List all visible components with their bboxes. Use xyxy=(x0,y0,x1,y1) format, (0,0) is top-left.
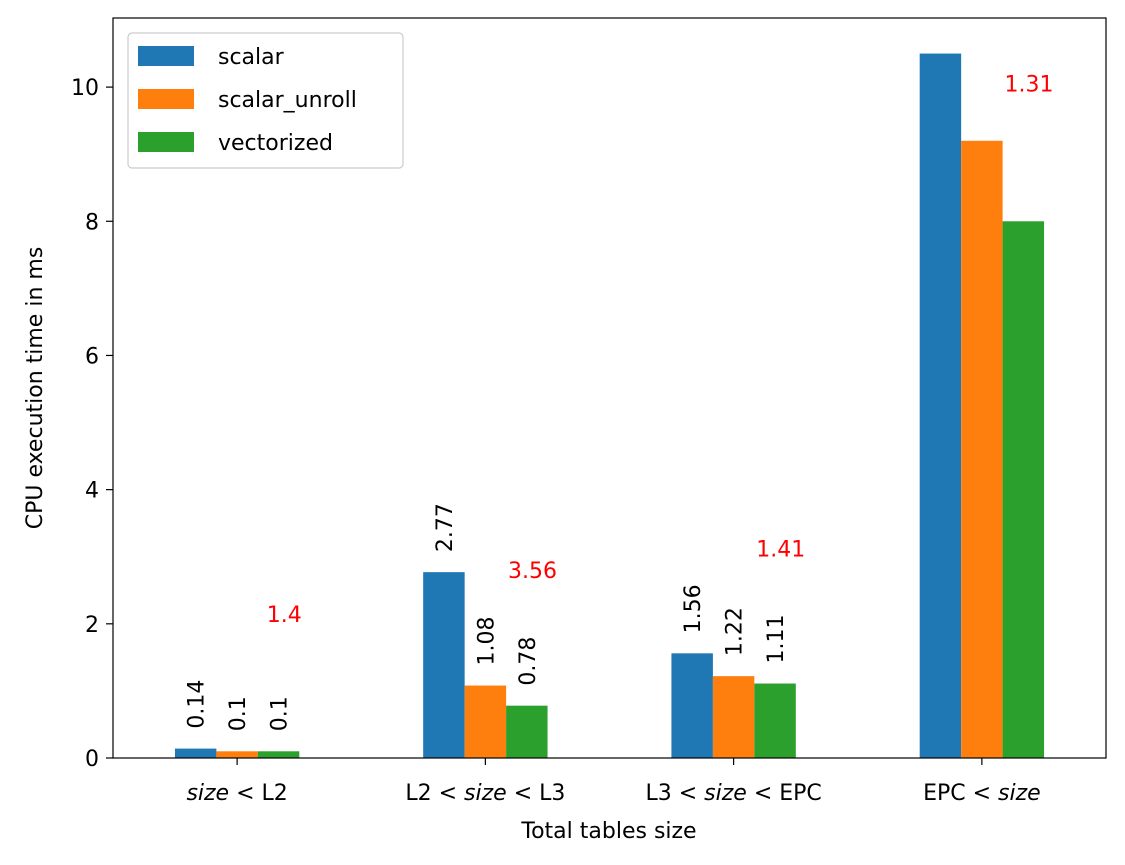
x-axis: size < L2 L2 < size < L3 L3 < size < EPC EP… xyxy=(186,758,1041,806)
legend-swatch-scalar xyxy=(138,46,194,66)
plot-frame xyxy=(112,17,1107,759)
bars-layer xyxy=(174,53,1045,759)
bar-value-label: 2.77 xyxy=(433,503,458,552)
bar-scalar_unroll-3 xyxy=(961,140,1003,759)
y-tick-label: 8 xyxy=(85,210,99,235)
y-tick-label: 0 xyxy=(85,747,99,772)
speedup-label: 1.31 xyxy=(1005,73,1054,98)
legend-box xyxy=(127,32,404,169)
bar-scalar-0 xyxy=(174,748,217,758)
x-tick-label: size < L2 xyxy=(186,781,287,806)
bar-scalar-2 xyxy=(671,653,713,758)
bar-labels-layer: 0.14 2.77 1.56 0.1 1.08 1.22 0.1 0.78 1.11 xyxy=(185,503,789,731)
bar-vectorized-0 xyxy=(257,751,300,758)
speedup-label: 3.56 xyxy=(508,559,557,584)
bar-vectorized-3 xyxy=(1002,221,1045,758)
x-tick-label: EPC < size xyxy=(923,781,1041,806)
y-tick-label: 2 xyxy=(85,613,99,638)
y-axis: 0 2 4 6 8 10 xyxy=(71,76,113,772)
speedup-label: 1.4 xyxy=(267,603,302,628)
y-tick-label: 6 xyxy=(85,344,99,369)
legend-swatch-scalar_unroll xyxy=(138,89,194,109)
bar-value-label: 1.11 xyxy=(764,615,789,664)
bar-value-label: 0.14 xyxy=(185,680,210,729)
bar-vectorized-2 xyxy=(754,683,796,758)
bar-value-label: 1.08 xyxy=(474,617,499,666)
bar-value-label: 0.78 xyxy=(516,637,541,686)
bar-value-label: 0.1 xyxy=(226,696,251,731)
bar-scalar_unroll-1 xyxy=(464,685,507,758)
bar-value-label: 1.56 xyxy=(681,584,706,633)
x-tick-label: L2 < size < L3 xyxy=(405,781,565,806)
y-tick-label: 4 xyxy=(85,479,99,504)
legend-label-scalar_unroll: scalar_unroll xyxy=(218,88,357,113)
x-tick-label: L3 < size < EPC xyxy=(645,781,821,806)
bar-vectorized-1 xyxy=(506,705,548,758)
x-axis-title: Total tables size xyxy=(520,819,696,844)
bar-scalar_unroll-0 xyxy=(216,751,258,758)
bar-value-label: 0.1 xyxy=(268,696,293,731)
speedup-labels-layer: 1.4 3.56 1.41 1.31 xyxy=(267,73,1054,628)
legend-swatch-vectorized xyxy=(138,132,194,152)
legend-label-vectorized: vectorized xyxy=(218,131,333,156)
bar-scalar-1 xyxy=(423,572,465,758)
speedup-label: 1.41 xyxy=(756,538,805,563)
bar-value-label: 1.22 xyxy=(723,607,748,656)
legend-label-scalar: scalar xyxy=(218,45,285,70)
y-tick-label: 10 xyxy=(71,76,99,101)
y-axis-title: CPU execution time in ms xyxy=(23,247,48,530)
bar-scalar-3 xyxy=(919,53,962,759)
bar-scalar_unroll-2 xyxy=(712,676,755,758)
legend: scalar scalar_unroll vectorized xyxy=(127,32,404,169)
